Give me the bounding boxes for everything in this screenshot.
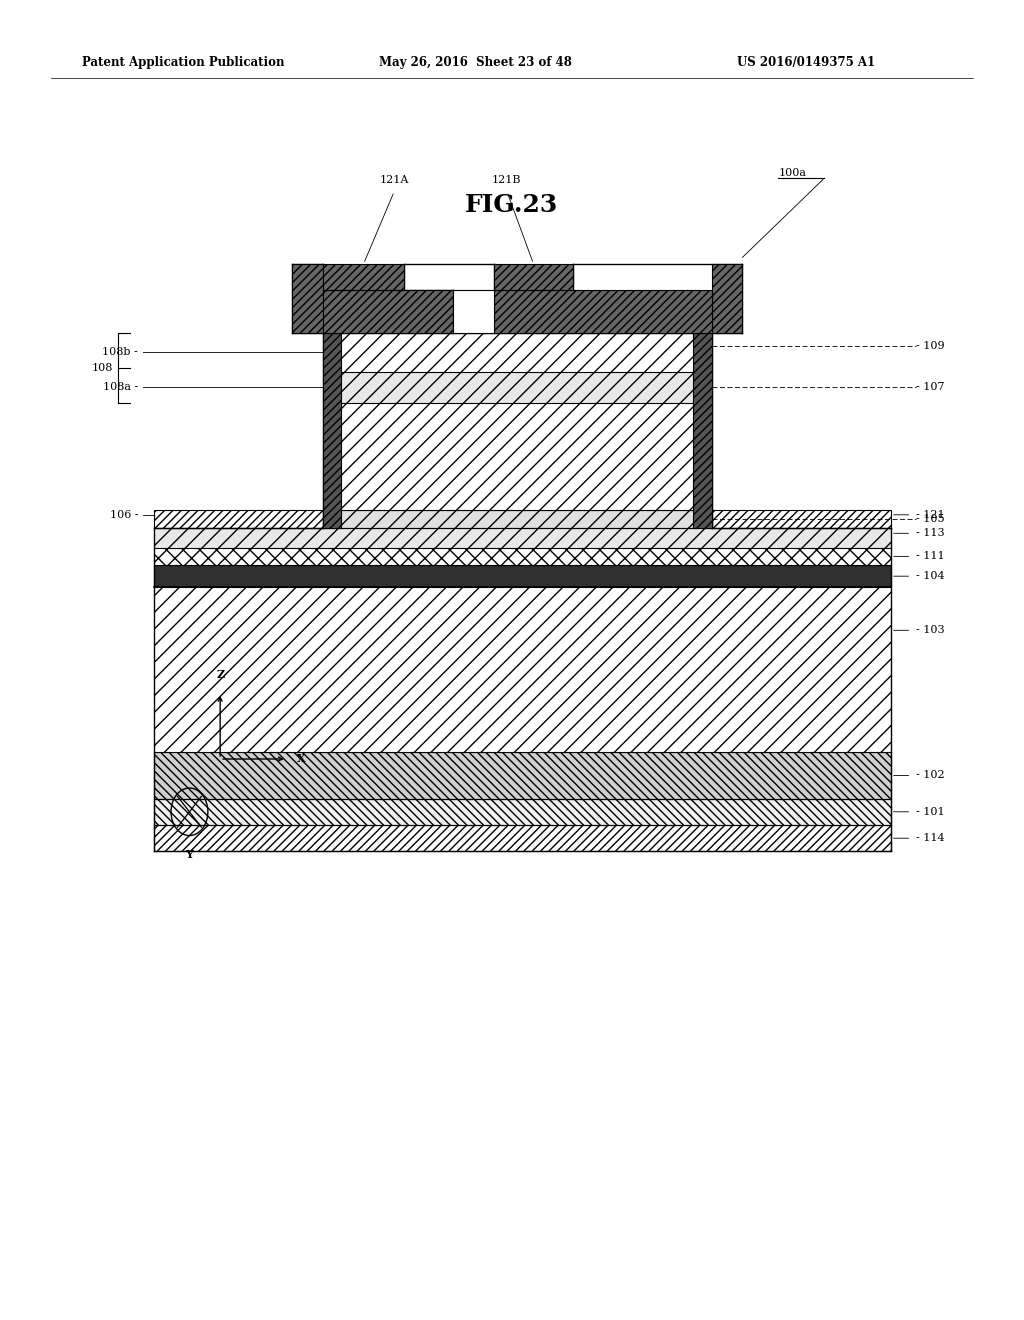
Bar	[323, 290, 453, 333]
Text: - 109: - 109	[916, 341, 945, 351]
Bar	[154, 825, 891, 851]
Bar	[154, 528, 891, 548]
Bar	[154, 752, 891, 799]
Text: - 113: - 113	[916, 528, 945, 539]
Text: 108: 108	[91, 363, 113, 372]
Bar	[154, 548, 891, 565]
Text: - 114: - 114	[916, 833, 945, 843]
Text: Patent Application Publication: Patent Application Publication	[82, 55, 285, 69]
Text: - 121: - 121	[916, 510, 945, 520]
Text: - 104: - 104	[916, 572, 945, 581]
Bar	[323, 333, 341, 528]
Text: 100a: 100a	[778, 168, 806, 178]
Bar	[712, 264, 742, 333]
Bar	[154, 565, 891, 587]
Bar	[323, 510, 712, 528]
Text: 121B: 121B	[493, 174, 521, 185]
Text: - 103: - 103	[916, 626, 945, 635]
Text: X: X	[297, 754, 305, 764]
Text: FIG.23: FIG.23	[465, 193, 559, 216]
Text: 121A: 121A	[380, 174, 409, 185]
Bar	[323, 264, 404, 290]
Text: - 105: - 105	[916, 513, 945, 524]
Text: May 26, 2016  Sheet 23 of 48: May 26, 2016 Sheet 23 of 48	[379, 55, 571, 69]
Text: - 111: - 111	[916, 552, 945, 561]
Text: - 107: - 107	[916, 383, 945, 392]
Bar	[693, 333, 712, 528]
Bar	[453, 290, 494, 333]
Bar	[341, 403, 693, 510]
Text: Z: Z	[216, 669, 224, 680]
Bar	[341, 333, 693, 372]
Bar	[154, 587, 891, 752]
Text: - 102: - 102	[916, 771, 945, 780]
Bar	[154, 799, 891, 825]
Text: US 2016/0149375 A1: US 2016/0149375 A1	[737, 55, 876, 69]
Text: - 101: - 101	[916, 807, 945, 817]
Text: 108b -: 108b -	[102, 347, 138, 358]
Bar	[341, 372, 693, 403]
Text: 106 -: 106 -	[110, 510, 138, 520]
Bar	[292, 264, 323, 333]
Bar	[154, 510, 323, 528]
Bar	[494, 264, 573, 290]
Text: Y: Y	[185, 849, 194, 859]
Bar	[712, 510, 891, 528]
Text: 108a -: 108a -	[103, 383, 138, 392]
Bar	[494, 290, 712, 333]
